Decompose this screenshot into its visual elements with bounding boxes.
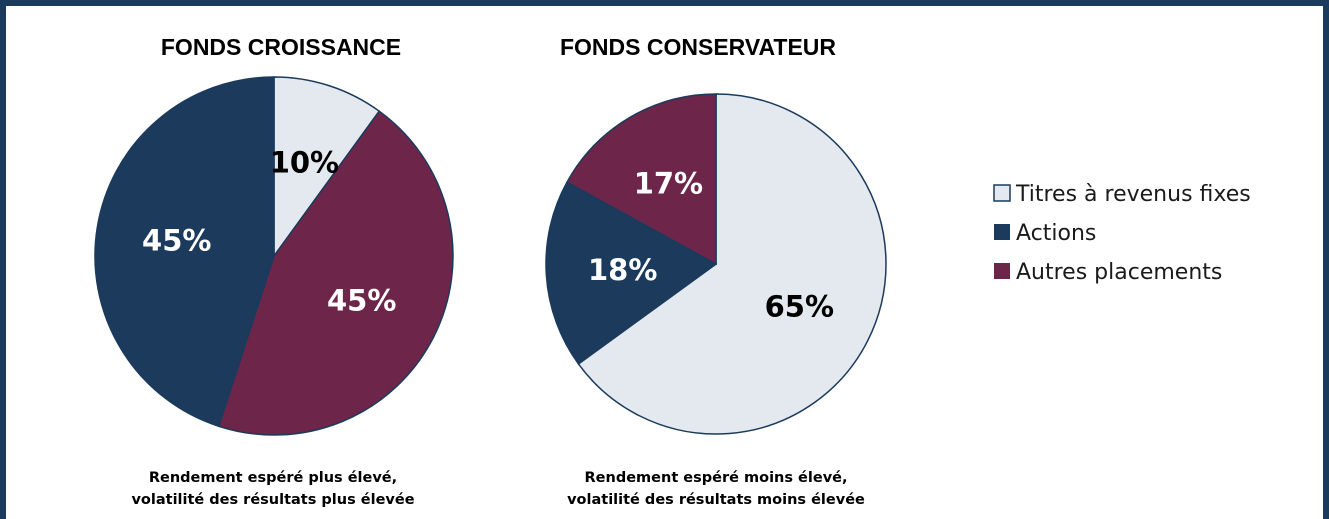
pie-slice-actions [94, 76, 275, 428]
legend-swatch-autres [994, 263, 1010, 279]
legend-label: Actions [1016, 221, 1096, 246]
pie-slice-titres-a-revenus-fixes [577, 93, 887, 435]
pie-chart-fonds-conservateur: FONDS CONSERVATEUR 65% 18% 17% Rendement e… [545, 34, 887, 508]
legend-item: Titres à revenus fixes [993, 182, 1251, 207]
pie-data-label: 65% [765, 289, 834, 323]
chart-title: FONDS CROISSANCE [161, 34, 401, 60]
legend-item: Actions [994, 221, 1096, 246]
pie-slice-titres-a-revenus-fixes [273, 76, 381, 259]
pie-data-label: 17% [634, 167, 703, 201]
legend-item: Autres placements [994, 260, 1222, 285]
chart-caption-line-1: Rendement espéré moins élevé, [585, 470, 848, 486]
pie-data-label: 45% [327, 284, 396, 318]
legend-swatch-actions [994, 224, 1010, 240]
chart-caption-line-2: volatilité des résultats moins élevée [567, 492, 865, 508]
pie-slice-autres-placements [566, 93, 717, 266]
legend-label: Titres à revenus fixes [1015, 182, 1251, 207]
legend-swatch-titres [993, 184, 1011, 202]
chart-caption-line-2: volatilité des résultats plus élevée [131, 492, 414, 508]
pie-data-label: 45% [142, 224, 211, 258]
pie-slice-actions [545, 181, 718, 365]
chart-caption-line-1: Rendement espéré plus élevé, [149, 470, 397, 486]
pie-data-label: 18% [588, 253, 657, 287]
pie-data-label: 10% [270, 145, 339, 179]
legend: Titres à revenus fixes Actions Autres pl… [993, 182, 1251, 285]
legend-label: Autres placements [1016, 260, 1222, 285]
pie-chart-fonds-croissance: FONDS CROISSANCE 10% 45% 45% Rendement esp… [94, 34, 454, 508]
chart-title: FONDS CONSERVATEUR [560, 34, 836, 60]
pie-slice-autres-placements [217, 110, 454, 436]
